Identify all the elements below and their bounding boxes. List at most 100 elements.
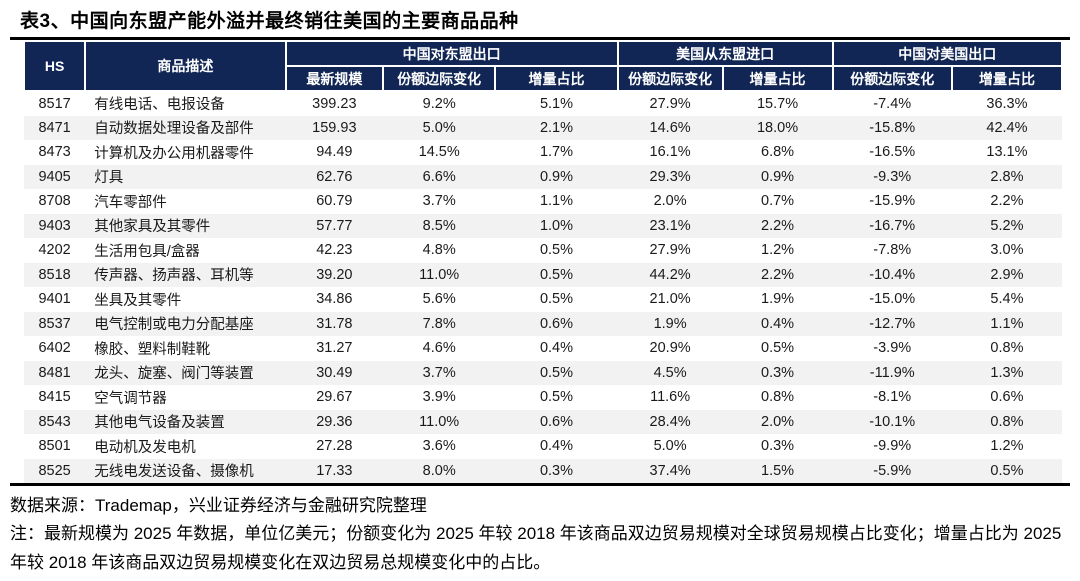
- value-cell: 2.0%: [761, 413, 795, 430]
- table-title: 表3、中国向东盟产能外溢并最终销往美国的主要商品品种: [20, 11, 519, 32]
- value-cell: 0.5%: [990, 462, 1024, 479]
- header-group-row: HS 商品描述 中国对东盟出口 美国从东盟进口 中国对美国出口: [22, 40, 1064, 92]
- table-row: 8481 龙头、旋塞、阀门等装置 30.49 3.7% 0.5% 4.5% 0.3% -11.…: [24, 360, 1062, 385]
- value-cell: 0.4%: [761, 315, 795, 332]
- value-cell: 0.6%: [539, 315, 573, 332]
- value-cell: 4.8%: [422, 242, 456, 259]
- top-rule: [10, 37, 1070, 40]
- value-cell: 30.49: [316, 364, 353, 381]
- group-header-china-asean-export: 中国对东盟出口: [284, 40, 619, 67]
- col-header-share-change-1: 份额边际变化: [382, 65, 497, 92]
- value-cell: 36.3%: [986, 95, 1028, 112]
- col-header-share-change-3: 份额边际变化: [831, 65, 953, 92]
- value-cell: -12.7%: [869, 315, 916, 332]
- value-cell: 2.2%: [990, 193, 1024, 210]
- table-row: 8415 空气调节器 29.67 3.9% 0.5% 11.6% 0.8% -8.1% 0.6%: [24, 385, 1062, 410]
- value-cell: 3.9%: [422, 389, 456, 406]
- value-cell: -16.7%: [869, 217, 916, 234]
- value-cell: 3.0%: [990, 242, 1024, 259]
- value-cell: -10.4%: [869, 266, 916, 283]
- hs-code: 9403: [38, 217, 71, 234]
- value-cell: 0.4%: [539, 340, 573, 357]
- hs-code: 8517: [38, 95, 71, 112]
- value-cell: 42.4%: [986, 119, 1028, 136]
- data-source-line: 数据来源：Trademap，兴业证券经济与金融研究院整理: [10, 495, 427, 515]
- value-cell: 31.78: [316, 315, 353, 332]
- value-cell: 4.6%: [422, 340, 456, 357]
- value-cell: 0.5%: [761, 340, 795, 357]
- value-cell: 2.2%: [761, 266, 795, 283]
- value-cell: -3.9%: [873, 340, 912, 357]
- product-description: 其他家具及其零件: [94, 219, 211, 236]
- hs-code: 8471: [38, 119, 71, 136]
- table-row: 8708 汽车零部件 60.79 3.7% 1.1% 2.0% 0.7% -15.9% 2.2%: [24, 189, 1062, 214]
- value-cell: -9.3%: [873, 168, 912, 185]
- value-cell: 0.5%: [539, 266, 573, 283]
- product-description: 有线电话、电报设备: [94, 97, 225, 114]
- hs-code: 8481: [38, 364, 71, 381]
- value-cell: 0.8%: [990, 340, 1024, 357]
- product-description: 其他电气设备及装置: [94, 415, 225, 432]
- value-cell: 27.9%: [649, 95, 691, 112]
- value-cell: 0.5%: [539, 389, 573, 406]
- value-cell: -7.8%: [873, 242, 912, 259]
- table-row: 9405 灯具 62.76 6.6% 0.9% 29.3% 0.9% -9.3% 2.8%: [24, 164, 1062, 189]
- value-cell: -11.9%: [869, 364, 915, 381]
- value-cell: 0.9%: [539, 168, 573, 185]
- value-cell: 2.8%: [990, 168, 1024, 185]
- value-cell: 1.0%: [539, 217, 573, 234]
- header-sub-row: 最新规模 份额边际变化 增量占比 份额边际变化 增量占比 份额边际变化 增量占比: [24, 65, 1064, 92]
- hs-code: 8518: [38, 266, 71, 283]
- value-cell: -7.4%: [873, 95, 912, 112]
- value-cell: 0.6%: [990, 389, 1024, 406]
- value-cell: 1.2%: [761, 242, 795, 259]
- table-row: 9401 坐具及其零件 34.86 5.6% 0.5% 21.0% 1.9% -15.0% 5.…: [24, 287, 1062, 312]
- value-cell: 14.5%: [418, 144, 460, 161]
- footer: 数据来源：Trademap，兴业证券经济与金融研究院整理 注：最新规模为 202…: [10, 492, 1072, 577]
- value-cell: 13.1%: [986, 144, 1028, 161]
- value-cell: 3.7%: [422, 193, 456, 210]
- hs-code: 8708: [38, 193, 71, 210]
- table-row: 8517 有线电话、电报设备 399.23 9.2% 5.1% 27.9% 15.7% -7.…: [24, 91, 1062, 116]
- group-header-us-asean-import: 美国从东盟进口: [616, 40, 834, 67]
- value-cell: 0.5%: [539, 242, 573, 259]
- value-cell: 6.8%: [761, 144, 795, 161]
- value-cell: -15.9%: [869, 193, 916, 210]
- value-cell: 5.4%: [990, 291, 1024, 308]
- value-cell: 6.6%: [422, 168, 456, 185]
- value-cell: 1.1%: [539, 193, 573, 210]
- value-cell: 0.3%: [761, 364, 795, 381]
- table-row: 8525 无线电发送设备、摄像机 17.33 8.0% 0.3% 37.4% 1.5% -5.…: [24, 458, 1062, 483]
- product-description: 空气调节器: [94, 390, 167, 407]
- col-header-increment-share-1: 增量占比: [494, 65, 619, 92]
- value-cell: 27.28: [316, 438, 353, 455]
- hs-code: 4202: [38, 242, 71, 259]
- value-cell: 2.1%: [539, 119, 573, 136]
- value-cell: 29.36: [316, 413, 353, 430]
- value-cell: 0.7%: [761, 193, 795, 210]
- value-cell: 399.23: [312, 95, 357, 112]
- product-description: 传声器、扬声器、耳机等: [94, 268, 254, 285]
- value-cell: 5.0%: [653, 438, 687, 455]
- value-cell: 1.9%: [761, 291, 795, 308]
- report-table-page: 表3、中国向东盟产能外溢并最终销往美国的主要商品品种 HS 商品描述 中国对东盟…: [0, 6, 1080, 581]
- value-cell: 7.8%: [422, 315, 456, 332]
- value-cell: 1.5%: [761, 462, 795, 479]
- value-cell: -9.9%: [873, 438, 912, 455]
- table-row: 9403 其他家具及其零件 57.77 8.5% 1.0% 23.1% 2.2% -16.7%…: [24, 213, 1062, 238]
- value-cell: 11.0%: [419, 266, 460, 283]
- value-cell: 5.6%: [422, 291, 456, 308]
- value-cell: 34.86: [316, 291, 353, 308]
- product-description: 橡胶、塑料制鞋靴: [94, 341, 211, 358]
- value-cell: 5.1%: [539, 95, 573, 112]
- table-row: 8473 计算机及办公用机器零件 94.49 14.5% 1.7% 16.1% 6.8% -1…: [24, 140, 1062, 165]
- table-row: 8471 自动数据处理设备及部件 159.93 5.0% 2.1% 14.6% 18.0% -…: [24, 115, 1062, 140]
- commodities-table: HS 商品描述 中国对东盟出口 美国从东盟进口 中国对美国出口 最新规模 份额边…: [22, 40, 1064, 483]
- table-row: 8501 电动机及发电机 27.28 3.6% 0.4% 5.0% 0.3% -9.9% 1.2…: [24, 434, 1062, 459]
- value-cell: -5.9%: [873, 462, 912, 479]
- product-description: 计算机及办公用机器零件: [94, 145, 254, 162]
- hs-code: 8525: [38, 462, 71, 479]
- table-header: HS 商品描述 中国对东盟出口 美国从东盟进口 中国对美国出口 最新规模 份额边…: [22, 40, 1064, 92]
- hs-code: 8543: [38, 413, 71, 430]
- value-cell: 42.23: [316, 242, 353, 259]
